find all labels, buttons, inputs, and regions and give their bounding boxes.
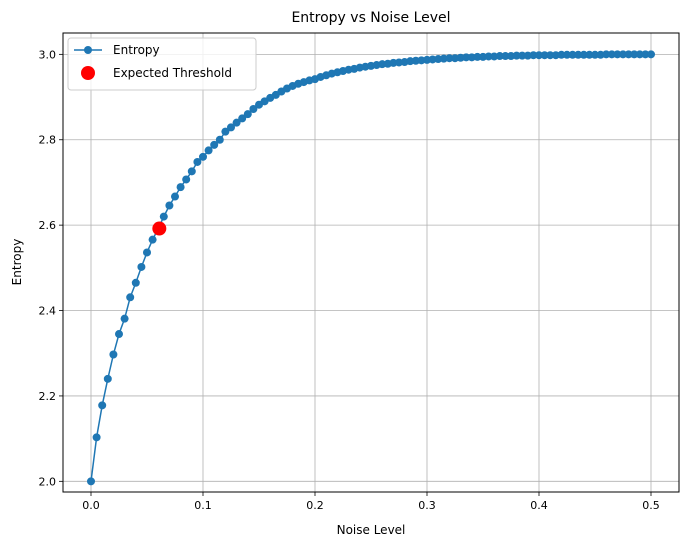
entropy-point	[215, 135, 224, 144]
entropy-point	[619, 50, 627, 59]
entropy-point	[630, 50, 639, 59]
entropy-point	[98, 401, 107, 410]
entropy-point	[512, 51, 521, 60]
entropy-point	[540, 51, 549, 60]
entropy-point	[635, 50, 644, 59]
entropy-point	[579, 50, 588, 59]
legend-entropy-label: Entropy	[113, 43, 160, 57]
legend-box	[67, 37, 257, 91]
entropy-point	[126, 293, 135, 302]
entropy-point	[602, 50, 611, 59]
x-tick-label: 0.0	[82, 499, 100, 512]
entropy-point	[199, 152, 207, 161]
x-axis-label: Noise Level	[337, 523, 406, 537]
entropy-point	[518, 51, 527, 60]
series-layer	[87, 50, 655, 486]
legend-entropy-marker	[84, 46, 92, 54]
x-ticks: 0.0 0.1 0.2 0.3 0.4 0.5	[82, 492, 660, 512]
entropy-point	[484, 52, 493, 61]
entropy-point	[585, 50, 594, 59]
entropy-point	[137, 262, 146, 271]
entropy-point	[607, 50, 616, 59]
entropy-point	[227, 123, 235, 132]
entropy-point	[563, 50, 571, 59]
entropy-point	[557, 50, 566, 59]
x-tick-label: 0.4	[530, 499, 548, 512]
y-tick-label: 2.4	[39, 305, 57, 318]
entropy-point	[535, 51, 543, 60]
entropy-point	[92, 433, 101, 442]
entropy-point	[613, 50, 622, 59]
x-tick-label: 0.5	[642, 499, 660, 512]
entropy-point	[103, 374, 112, 383]
entropy-point	[243, 110, 252, 119]
expected-threshold-point	[152, 221, 167, 236]
entropy-point	[204, 146, 213, 155]
entropy-point	[115, 330, 123, 339]
entropy-point	[574, 50, 583, 59]
entropy-point	[232, 118, 241, 127]
entropy-point	[647, 50, 655, 59]
entropy-point	[529, 51, 538, 60]
entropy-point	[568, 50, 577, 59]
entropy-point	[445, 54, 454, 63]
entropy-point	[238, 114, 247, 123]
entropy-point	[131, 278, 140, 287]
entropy-point	[176, 183, 185, 192]
entropy-point	[591, 50, 599, 59]
y-tick-label: 3.0	[39, 48, 57, 61]
entropy-point	[182, 175, 191, 184]
entropy-point	[109, 350, 118, 359]
entropy-point	[462, 53, 471, 62]
entropy-point	[641, 50, 650, 59]
grid	[63, 33, 679, 492]
entropy-point	[210, 140, 219, 149]
entropy-point	[495, 52, 504, 61]
entropy-point	[546, 51, 555, 60]
entropy-point	[165, 201, 174, 210]
entropy-point	[187, 167, 196, 176]
entropy-point	[143, 248, 151, 257]
x-tick-label: 0.1	[194, 499, 212, 512]
chart-title: Entropy vs Noise Level	[291, 10, 450, 26]
x-tick-label: 0.2	[306, 499, 324, 512]
entropy-line	[90, 53, 651, 482]
legend-threshold-marker	[81, 66, 95, 80]
entropy-point	[159, 212, 168, 221]
legend: Entropy Expected Threshold	[67, 37, 257, 91]
entropy-point	[120, 314, 129, 323]
entropy-point	[171, 192, 179, 201]
x-tick-label: 0.3	[418, 499, 436, 512]
legend-threshold-label: Expected Threshold	[113, 66, 232, 80]
y-tick-label: 2.6	[39, 219, 57, 232]
entropy-point	[221, 127, 230, 136]
entropy-point	[249, 105, 258, 114]
entropy-point	[87, 477, 95, 486]
y-tick-label: 2.0	[39, 475, 57, 488]
y-ticks: 2.0 2.2 2.4 2.6 2.8 3.0	[39, 48, 63, 488]
entropy-point	[501, 52, 510, 61]
entropy-point	[148, 235, 157, 244]
entropy-point	[624, 50, 633, 59]
y-tick-label: 2.8	[39, 134, 57, 147]
y-tick-label: 2.2	[39, 390, 57, 403]
y-axis-label: Entropy	[10, 239, 24, 286]
plot-frame	[62, 32, 680, 493]
entropy-point	[193, 157, 202, 166]
entropy-point	[473, 52, 482, 61]
